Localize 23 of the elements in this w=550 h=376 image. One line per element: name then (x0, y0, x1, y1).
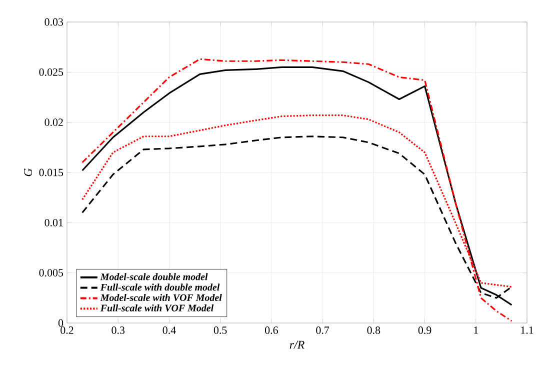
legend-label: Full-scale with VOF Model (100, 304, 214, 312)
x-tick-label: 0.4 (162, 326, 176, 334)
x-tick-label: 1.1 (521, 326, 534, 334)
y-tick-label: 0.005 (39, 269, 64, 277)
legend-label: Model-scale double model (100, 273, 208, 280)
y-tick-label: 0.01 (44, 218, 63, 226)
y-tick-label: 0.03 (44, 18, 64, 26)
x-tick-label: 0.7 (316, 326, 330, 334)
legend-label: Full-scale with double model (100, 284, 220, 291)
x-tick-label: 0.8 (367, 326, 380, 334)
y-tick-label: 0.025 (39, 68, 64, 76)
x-tick-label: 0.5 (214, 326, 227, 334)
y-tick-label: 0.015 (39, 168, 64, 176)
y-tick-label: 0.02 (44, 118, 63, 126)
x-tick-label: 0.2 (60, 326, 74, 334)
y-axis-title: G (24, 168, 32, 176)
y-tick-label: 0 (58, 319, 64, 327)
x-tick-label: 1 (474, 326, 478, 334)
x-axis-title: r/R (290, 340, 304, 349)
x-tick-label: 0.9 (418, 326, 432, 334)
x-tick-label: 0.6 (265, 326, 278, 334)
x-tick-label: 0.3 (112, 326, 125, 334)
legend-label: Model-scale with VOF Model (100, 294, 222, 302)
